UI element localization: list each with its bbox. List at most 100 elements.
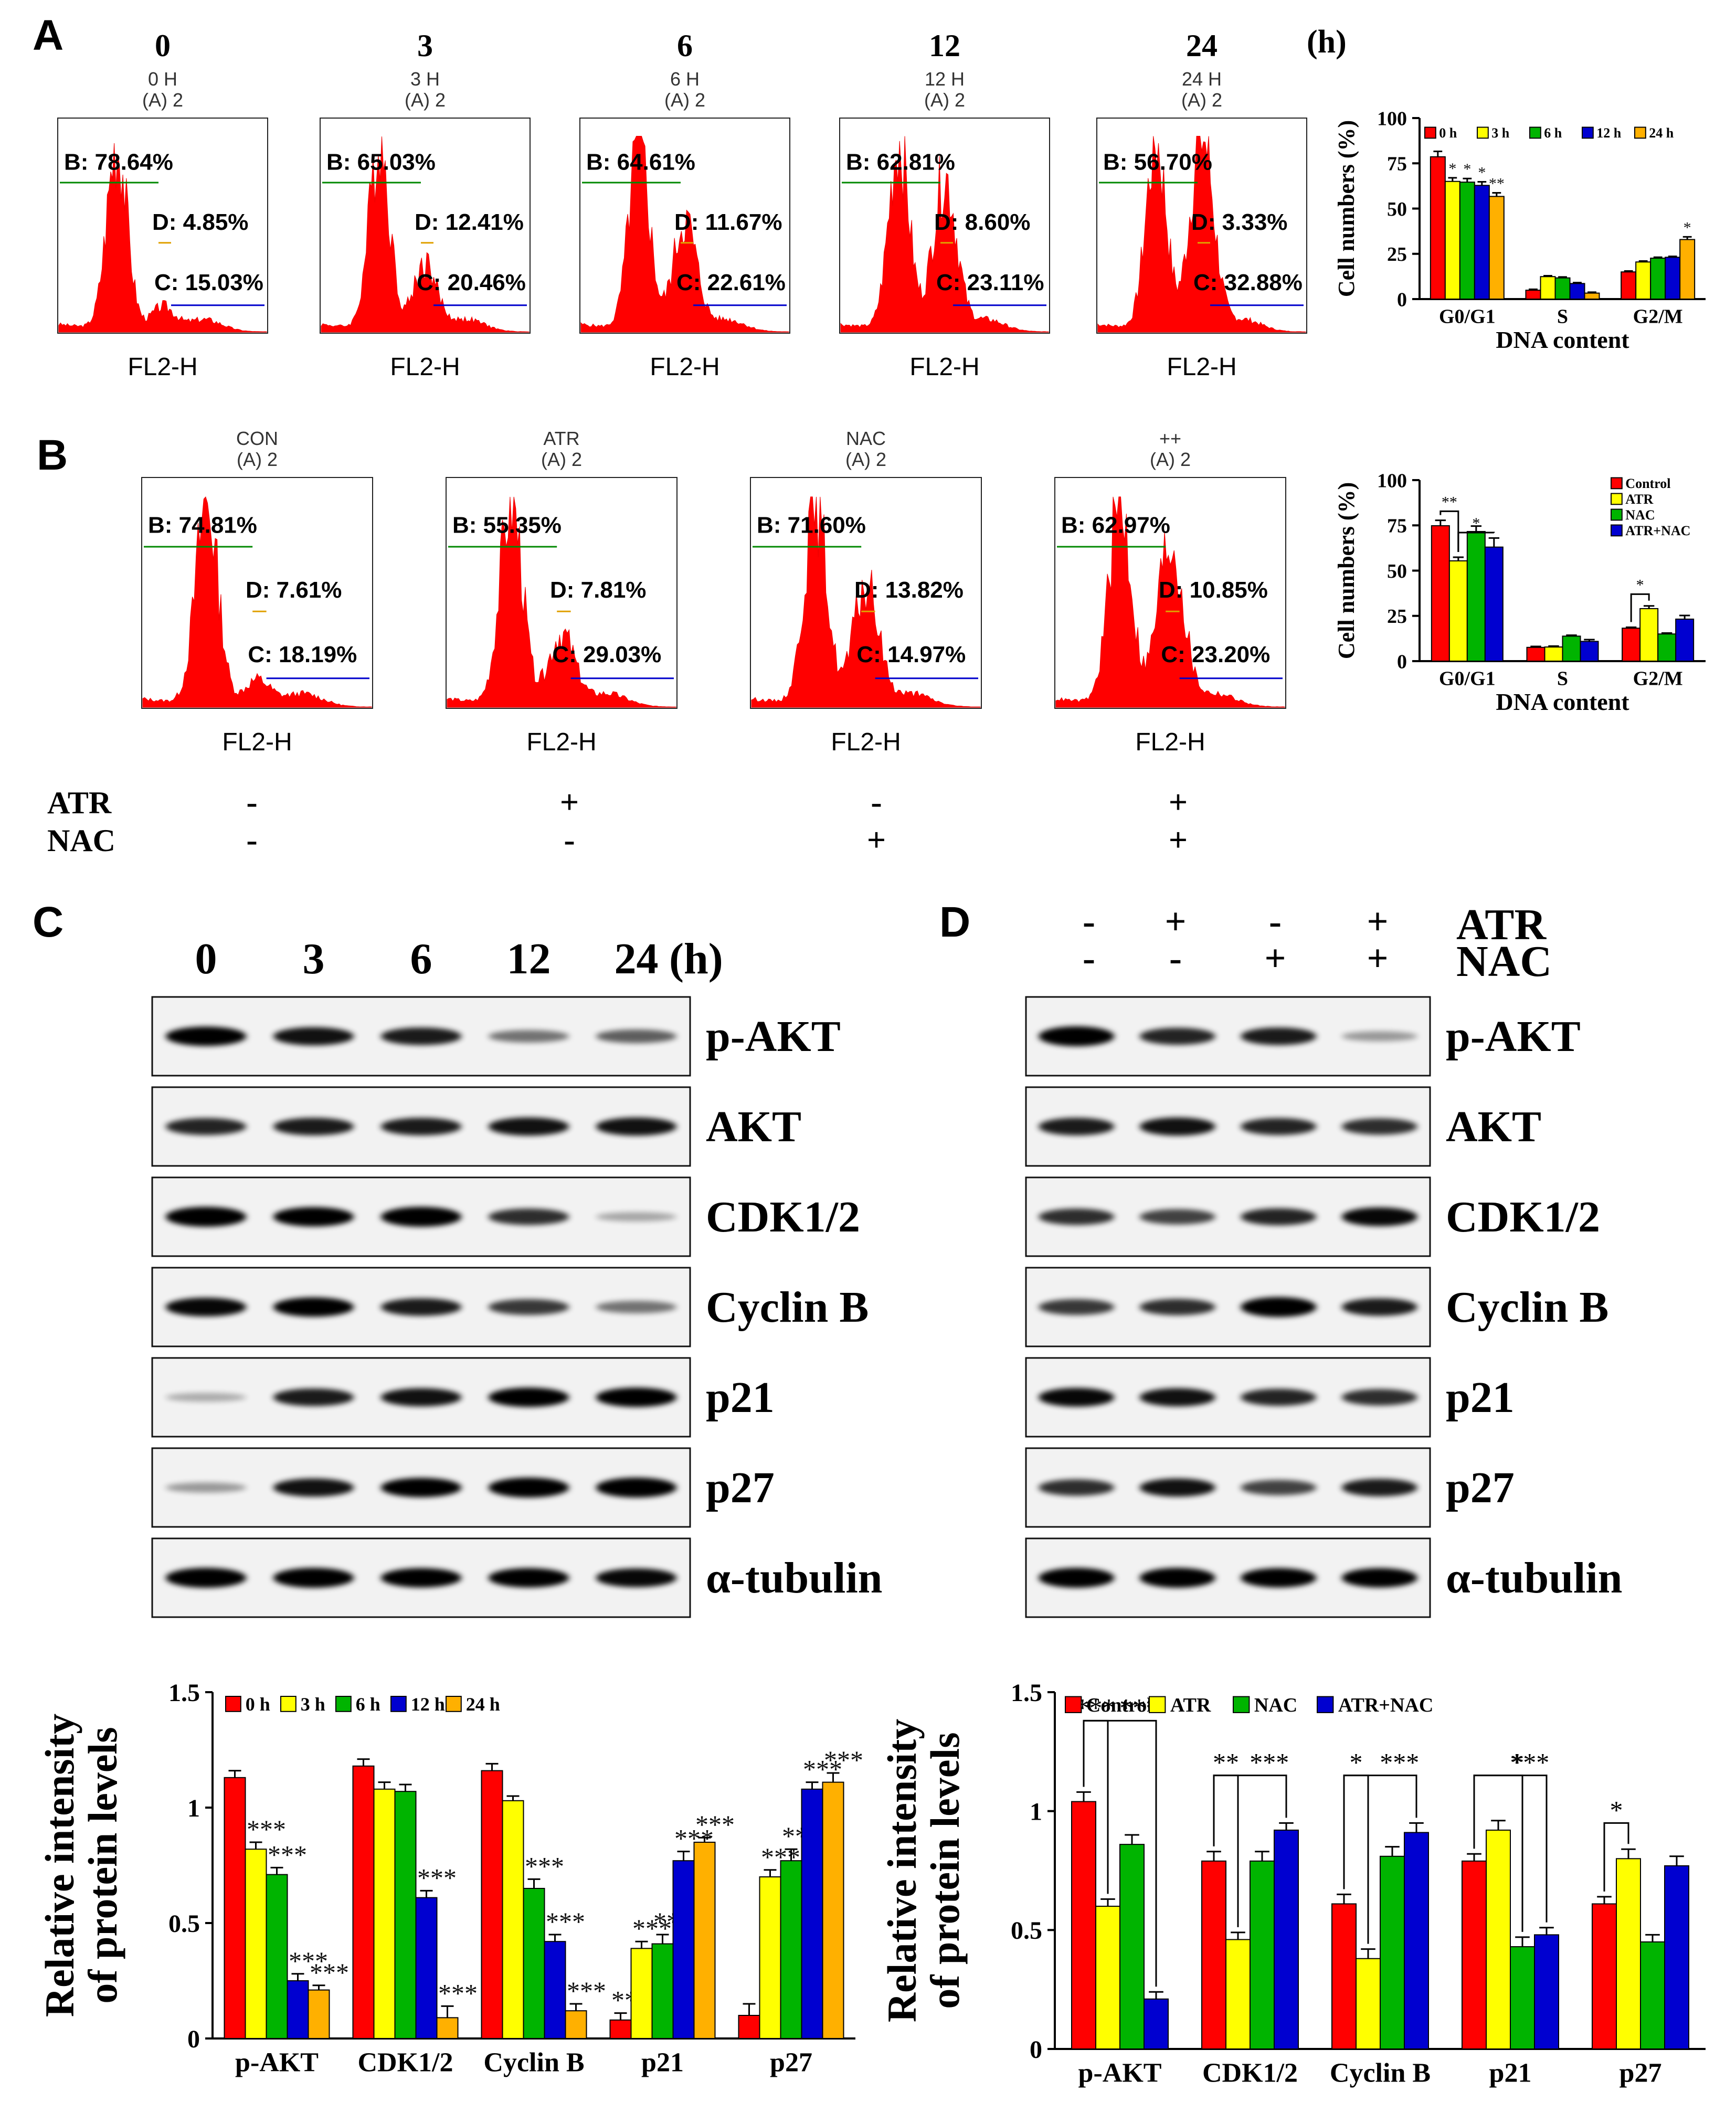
histogram-10: CON(A) 2 B: 74.81% D: 7.61% C: 18.19% FL2-H [141,428,373,756]
legend-swatch [1233,1696,1250,1713]
category-label: Cyclin B [483,2047,584,2077]
significance-bracket [1457,532,1495,552]
legend-swatch [1424,126,1436,139]
significance-star: * [1684,219,1691,236]
gate-b-label: B: 64.61% [586,149,695,175]
histogram-distribution [1055,496,1285,708]
bar-3-h [373,1788,396,2040]
bar-24-h [1584,292,1600,300]
y-tick-label: 1.5 [168,1679,200,1707]
blot-band [165,1568,247,1588]
histogram-xlabel: FL2-H [650,353,719,381]
legend-label: 12 h [411,1694,445,1715]
blot-band [165,1298,247,1316]
protein-label: p27 [706,1463,775,1512]
histogram-title: ++ [1159,428,1181,449]
histogram-timepoint: 6 [677,28,693,63]
category-label: CDK1/2 [1202,2058,1298,2088]
histogram-xlabel: FL2-H [526,728,596,756]
blot-band [1341,1118,1417,1135]
blot-band [1341,1207,1417,1226]
gate-c-label: C: 29.03% [552,642,661,667]
gate-c-label: C: 20.46% [417,270,526,295]
treatment-row-label: ATR [1456,900,1547,949]
blot-band [273,1027,354,1046]
bar-atr-nac [1144,1998,1169,2050]
histogram-timepoint: 3 [417,28,433,63]
gate-d-label: D: 7.81% [550,577,646,603]
histogram-timepoint: 0 [155,28,171,63]
significance-star: *** [1380,1748,1419,1777]
blot-band [1039,1118,1115,1135]
panel-letter-c: C [33,898,63,946]
bar-atr-nac [1484,546,1504,662]
blot-band [1139,1299,1215,1315]
significance-star: ** [1442,493,1457,511]
category-label: p-AKT [1078,2058,1162,2088]
significance-star: *** [417,1863,457,1892]
bar-3-h [502,1800,524,2040]
protein-label: Cyclin B [706,1283,869,1332]
bar-atr-nac [1534,1934,1559,2049]
y-tick-label: 50 [1387,198,1407,220]
lane-label: 24 [615,934,659,983]
bar-nac [1562,635,1581,662]
histogram-distribution [447,496,676,708]
bar-0-h [352,1765,375,2040]
gate-d-label: D: 10.85% [1159,577,1268,603]
chart-d-protein-levels: 0 0.5 1 1.5 Relative intensityof protein lev… [879,1679,1706,2088]
bar-atr [1544,646,1563,662]
blot-band [596,1301,677,1313]
histogram-4: 24 24 H(A) 2 B: 56.70% D: 3.33% C: 32.88% FL2… [1096,28,1307,381]
y-axis-label: Cell numbers (%) [1333,120,1359,297]
legend-label: NAC [1625,507,1655,523]
significance-bracket [1083,1719,1157,1987]
significance-bracket [1473,1775,1548,1923]
gate-d-label: D: 12.41% [415,209,524,235]
histogram-xlabel: FL2-H [1167,353,1236,381]
histogram-subtitle: (A) 2 [237,449,278,470]
gate-b-label: B: 55.35% [452,513,562,538]
blot-band [1139,1568,1215,1588]
significance-star: *** [268,1840,307,1869]
legend-swatch [1582,126,1594,139]
bar-atr-nac [1404,1832,1429,2049]
bar-nac [1466,530,1486,662]
legend-label: 0 h [1439,125,1457,141]
significance-star: * [1463,161,1471,178]
bar-control [1622,628,1641,662]
blot-band [380,1478,462,1498]
histogram-frame [57,118,268,334]
y-axis-label-line: Relative intensity [879,1719,925,2022]
treatment-row-label: ATR [47,785,112,820]
bar-6-h [651,1943,674,2040]
blot-band [1039,1299,1115,1315]
legend-swatch [1529,126,1541,139]
gate-b-label: B: 71.60% [757,513,866,538]
bar-3-h [245,1849,267,2039]
x-axis-label: DNA content [1496,326,1629,353]
histogram-subtitle: (A) 2 [845,449,886,470]
blot-band [380,1388,462,1407]
blot-band [488,1387,569,1407]
y-tick-label: 25 [1387,243,1407,266]
blot-band [1241,1297,1317,1317]
bar-atr [1639,608,1659,662]
y-tick-label: 1.5 [1011,1679,1042,1707]
bar-nac [1510,1946,1535,2049]
bar-control [1331,1903,1357,2049]
legend-swatch [1611,493,1623,505]
blot-band [165,1482,247,1493]
legend-label: 3 h [301,1694,325,1715]
blot-band [1241,1118,1317,1135]
bar-0-h [609,2019,632,2040]
blot-band [273,1388,354,1406]
y-axis-label-line: of protein levels [80,1727,125,2003]
legend-label: 6 h [1544,125,1562,141]
bar-atr [1616,1858,1641,2049]
blot-band [165,1393,247,1402]
bar-atr-nac [1675,618,1695,662]
